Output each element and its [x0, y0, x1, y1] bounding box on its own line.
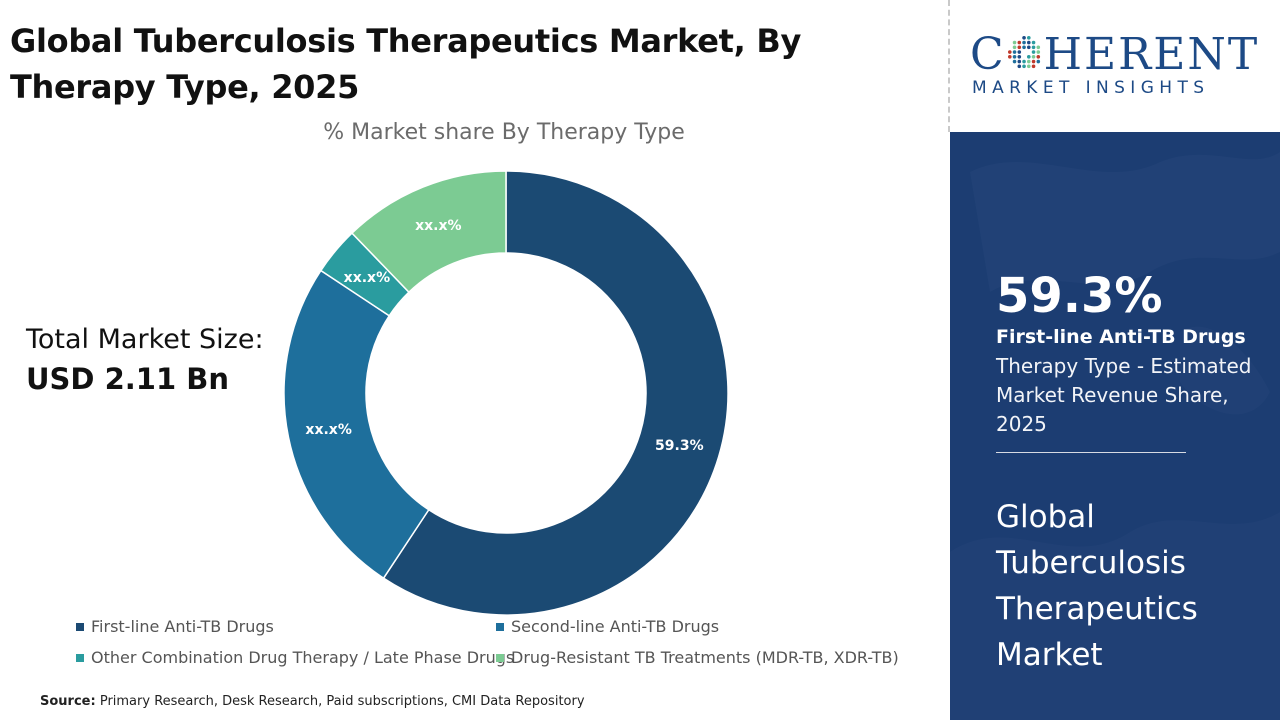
logo-letter-c: C	[970, 29, 1006, 80]
market-size-label: Total Market Size:	[26, 324, 264, 355]
legend-item-second-line: Second-line Anti-TB Drugs	[496, 617, 719, 636]
donut-slice	[350, 170, 507, 294]
legend-label: Second-line Anti-TB Drugs	[511, 617, 720, 636]
legend-item-drug-resistant: Drug-Resistant TB Treatments (MDR-TB, XD…	[496, 648, 899, 667]
header-divider	[948, 0, 950, 132]
donut-slice	[382, 170, 729, 616]
legend-label: First-line Anti-TB Drugs	[91, 617, 274, 636]
source-text: Primary Research, Desk Research, Paid su…	[99, 694, 585, 709]
chart-title: % Market share By Therapy Type	[323, 120, 685, 145]
highlight-segment: First-line Anti-TB Drugs	[996, 326, 1246, 348]
legend-label: Other Combination Drug Therapy / Late Ph…	[91, 648, 515, 667]
slice-data-label: xx.x%	[344, 270, 390, 286]
slice-data-label: xx.x%	[305, 422, 351, 438]
highlight-value: 59.3%	[996, 268, 1163, 324]
legend-swatch	[496, 622, 504, 631]
legend-swatch	[76, 653, 84, 662]
page-title: Global Tuberculosis Therapeutics Market,…	[10, 22, 802, 106]
logo-letters: HERENT	[1043, 29, 1260, 80]
slice-data-label: 59.3%	[655, 438, 704, 454]
logo-wordmark: C HERENT	[970, 30, 1259, 80]
logo-dots-icon	[1007, 35, 1040, 69]
market-size-value: USD 2.11 Bn	[26, 362, 229, 396]
panel-market-name: Global Tuberculosis Therapeutics Market	[996, 499, 1198, 673]
panel-divider	[996, 452, 1186, 453]
world-map-texture	[950, 152, 1280, 720]
legend-swatch	[496, 653, 504, 662]
legend-item-other-combination: Other Combination Drug Therapy / Late Ph…	[76, 648, 514, 667]
source-label: Source:	[40, 694, 96, 709]
legend-label: Drug-Resistant TB Treatments (MDR-TB, XD…	[511, 648, 899, 667]
slice-data-label: xx.x%	[415, 218, 461, 234]
donut-chart: 59.3% xx.x% xx.x% xx.x%	[283, 170, 729, 616]
brand-logo: C HERENT MARKET INSIGHTS	[950, 0, 1280, 132]
legend-item-first-line: First-line Anti-TB Drugs	[76, 617, 274, 636]
highlight-panel: 59.3% First-line Anti-TB Drugs Therapy T…	[950, 132, 1280, 720]
logo-tagline: MARKET INSIGHTS	[972, 78, 1210, 98]
legend-swatch	[76, 622, 84, 631]
highlight-description: Therapy Type - Estimated Market Revenue …	[996, 354, 1252, 436]
source-note: Source: Primary Research, Desk Research,…	[40, 694, 585, 709]
donut-slice	[283, 269, 430, 580]
